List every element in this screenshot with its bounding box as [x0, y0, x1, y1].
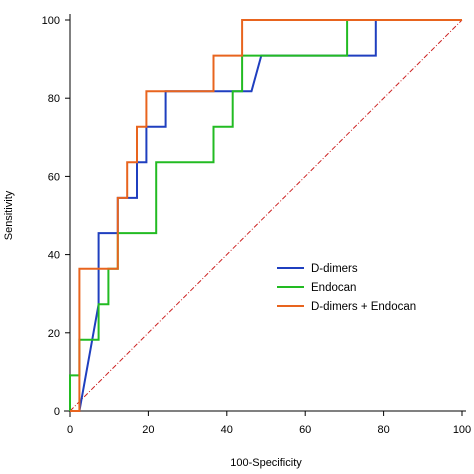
x-axis-title: 100-Specificity [230, 457, 302, 469]
series-line-endocan [69, 19, 462, 411]
x-tick-label: 80 [377, 424, 389, 436]
y-tick-label: 60 [48, 171, 60, 183]
y-tick-label: 40 [48, 250, 60, 262]
x-tick-label: 40 [221, 424, 233, 436]
reference-diagonal-line [69, 19, 463, 412]
legend: D-dimers Endocan D-dimers + Endocan [277, 263, 416, 313]
axes: 0 20 40 60 80 100 0 20 40 60 80 100 [42, 14, 471, 436]
y-tick-label: 80 [48, 93, 60, 105]
x-tick-label: 20 [142, 424, 154, 436]
x-tick-label: 0 [67, 424, 73, 436]
legend-label: D-dimers [311, 263, 358, 275]
x-tick-label: 100 [453, 424, 471, 436]
y-tick-label: 20 [48, 328, 60, 340]
y-tick-label: 0 [54, 406, 60, 418]
y-axis-title: Sensitivity [3, 190, 15, 240]
y-tick-label: 100 [42, 15, 60, 27]
series-line-d-dimers-endocan [70, 19, 462, 412]
legend-label: D-dimers + Endocan [311, 301, 416, 313]
legend-label: Endocan [311, 282, 356, 294]
x-tick-label: 60 [299, 424, 311, 436]
